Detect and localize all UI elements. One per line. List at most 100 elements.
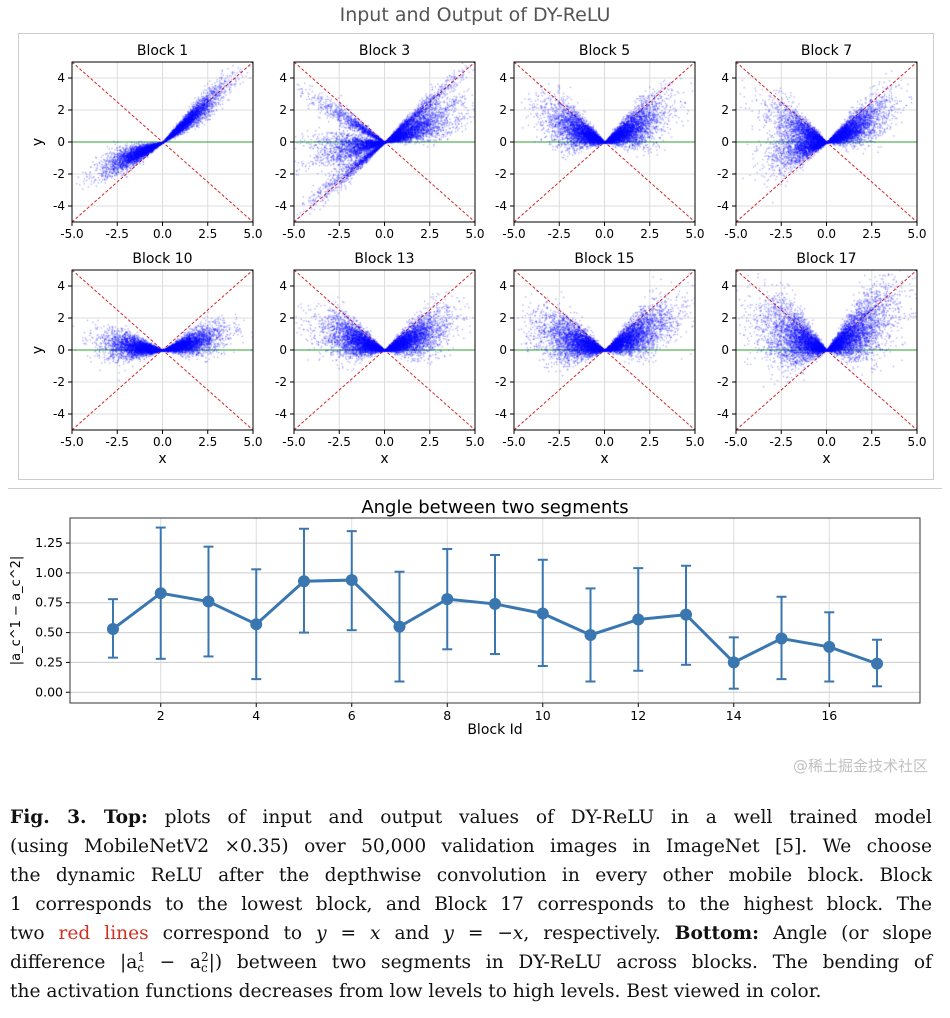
y-tick-label: 1.00 — [35, 565, 63, 580]
y-tick-label: 0.75 — [35, 595, 63, 610]
y-tick-label: 0 — [499, 135, 507, 149]
math-subscript: c — [137, 961, 145, 975]
x-tick-label: 2.5 — [862, 435, 881, 449]
caption-text: two — [10, 923, 59, 944]
y-tick-label: 0 — [721, 135, 729, 149]
data-point — [727, 656, 740, 669]
math-subscript: c — [201, 961, 208, 975]
y-tick-label: 2 — [57, 311, 65, 325]
y-tick-label: -4 — [275, 407, 287, 421]
y-tick-label: 4 — [499, 71, 507, 85]
caption-text: y = x — [316, 923, 381, 944]
data-point — [823, 640, 836, 653]
caption-line: two red lines correspond to y = x and y … — [10, 919, 932, 948]
series-line — [112, 578, 878, 666]
x-tick-label: -2.5 — [106, 435, 129, 449]
y-tick-label: 2 — [721, 103, 729, 117]
divider — [8, 488, 942, 489]
panel-title: Block 1 — [137, 43, 188, 59]
x-tick-label: -2.5 — [770, 227, 793, 241]
panel-title: Block 15 — [574, 251, 634, 267]
x-tick-label: 0.0 — [817, 435, 836, 449]
red-lines-text: red lines — [58, 923, 149, 944]
data-point — [250, 618, 263, 631]
y-tick-label: -2 — [495, 375, 507, 389]
x-tick-label: 2.5 — [640, 227, 659, 241]
data-point — [680, 608, 693, 621]
x-tick-label: 5.0 — [685, 435, 704, 449]
chart-title: Angle between two segments — [361, 497, 628, 518]
x-tick-label: 14 — [726, 708, 742, 723]
x-tick-label: 2.5 — [198, 435, 217, 449]
x-tick-label: 2.5 — [198, 227, 217, 241]
y-tick-label: -2 — [53, 375, 65, 389]
y-tick-label: 2 — [499, 311, 507, 325]
scatter-points — [736, 62, 917, 222]
scatter-points — [736, 270, 917, 430]
data-point — [775, 632, 788, 645]
y-tick-label: 0 — [721, 343, 729, 357]
x-tick-label: 5.0 — [907, 227, 926, 241]
x-tick-label: 5.0 — [685, 227, 704, 241]
y-tick-label: 2 — [279, 311, 287, 325]
y-tick-label: -4 — [717, 407, 729, 421]
caption-line: the activation functions decreases from … — [10, 977, 932, 1006]
y-tick-label: 1.25 — [35, 535, 63, 550]
panel-title: Block 5 — [579, 43, 630, 59]
data-point — [202, 595, 215, 608]
x-tick-label: 5.0 — [907, 435, 926, 449]
caption-text: difference |a — [10, 952, 138, 973]
y-tick-label: -4 — [495, 407, 507, 421]
x-tick-label: -5.0 — [60, 227, 83, 241]
x-tick-label: 0.0 — [595, 435, 614, 449]
y-tick-label: -4 — [717, 199, 729, 213]
y-tick-label: -2 — [275, 167, 287, 181]
x-tick-label: 0.0 — [817, 227, 836, 241]
x-tick-label: 2.5 — [640, 435, 659, 449]
caption-text: Angle (or slope — [759, 923, 933, 944]
y-tick-label: 2 — [499, 103, 507, 117]
y-tick-label: 0 — [279, 135, 287, 149]
scatter-points — [72, 62, 253, 222]
panel-title: Block 3 — [359, 43, 410, 59]
x-tick-label: 2.5 — [420, 435, 439, 449]
caption-text: the activation functions decreases from … — [10, 981, 822, 1002]
x-tick-label: -2.5 — [328, 435, 351, 449]
caption-text: (using MobileNetV2 ×0.35) over 50,000 va… — [10, 836, 932, 857]
x-tick-label: -2.5 — [770, 435, 793, 449]
x-tick-label: 16 — [821, 708, 837, 723]
x-tick-label: -2.5 — [328, 227, 351, 241]
caption-text: the dynamic ReLU after the depthwise con… — [10, 865, 932, 886]
y-tick-label: -4 — [495, 199, 507, 213]
y-axis-label: |a_c^1 − a_c^2| — [9, 556, 24, 665]
caption-text: |) between two segments in DY-ReLU acros… — [208, 952, 933, 973]
y-tick-label: 0.00 — [35, 684, 63, 699]
y-tick-label: 0 — [279, 343, 287, 357]
y-tick-label: 4 — [279, 71, 287, 85]
x-tick-label: -5.0 — [724, 435, 747, 449]
x-tick-label: 5.0 — [243, 435, 262, 449]
caption-line: 1 corresponds to the lowest block, and B… — [10, 890, 932, 919]
x-tick-label: 2.5 — [420, 227, 439, 241]
x-tick-label: 0.0 — [153, 227, 172, 241]
caption-line: (using MobileNetV2 ×0.35) over 50,000 va… — [10, 832, 932, 861]
panel-title: Block 13 — [354, 251, 414, 267]
scatter-points — [294, 270, 475, 430]
data-point — [393, 620, 406, 633]
x-tick-label: 2.5 — [862, 227, 881, 241]
x-tick-label: 0.0 — [375, 227, 394, 241]
caption-text: Fig. 3. Top: — [10, 807, 148, 828]
y-tick-label: 2 — [57, 103, 65, 117]
caption-text: 1 corresponds to the lowest block, and B… — [10, 894, 932, 915]
y-tick-label: 4 — [499, 279, 507, 293]
data-point — [489, 597, 501, 610]
panel-title: Block 10 — [132, 251, 192, 267]
x-tick-label: 4 — [252, 708, 260, 723]
x-tick-label: 5.0 — [465, 435, 484, 449]
x-tick-label: -2.5 — [548, 227, 571, 241]
x-axis-label: x — [600, 451, 608, 467]
y-tick-label: -2 — [495, 167, 507, 181]
y-tick-label: 0 — [57, 343, 65, 357]
x-tick-label: -5.0 — [282, 435, 305, 449]
